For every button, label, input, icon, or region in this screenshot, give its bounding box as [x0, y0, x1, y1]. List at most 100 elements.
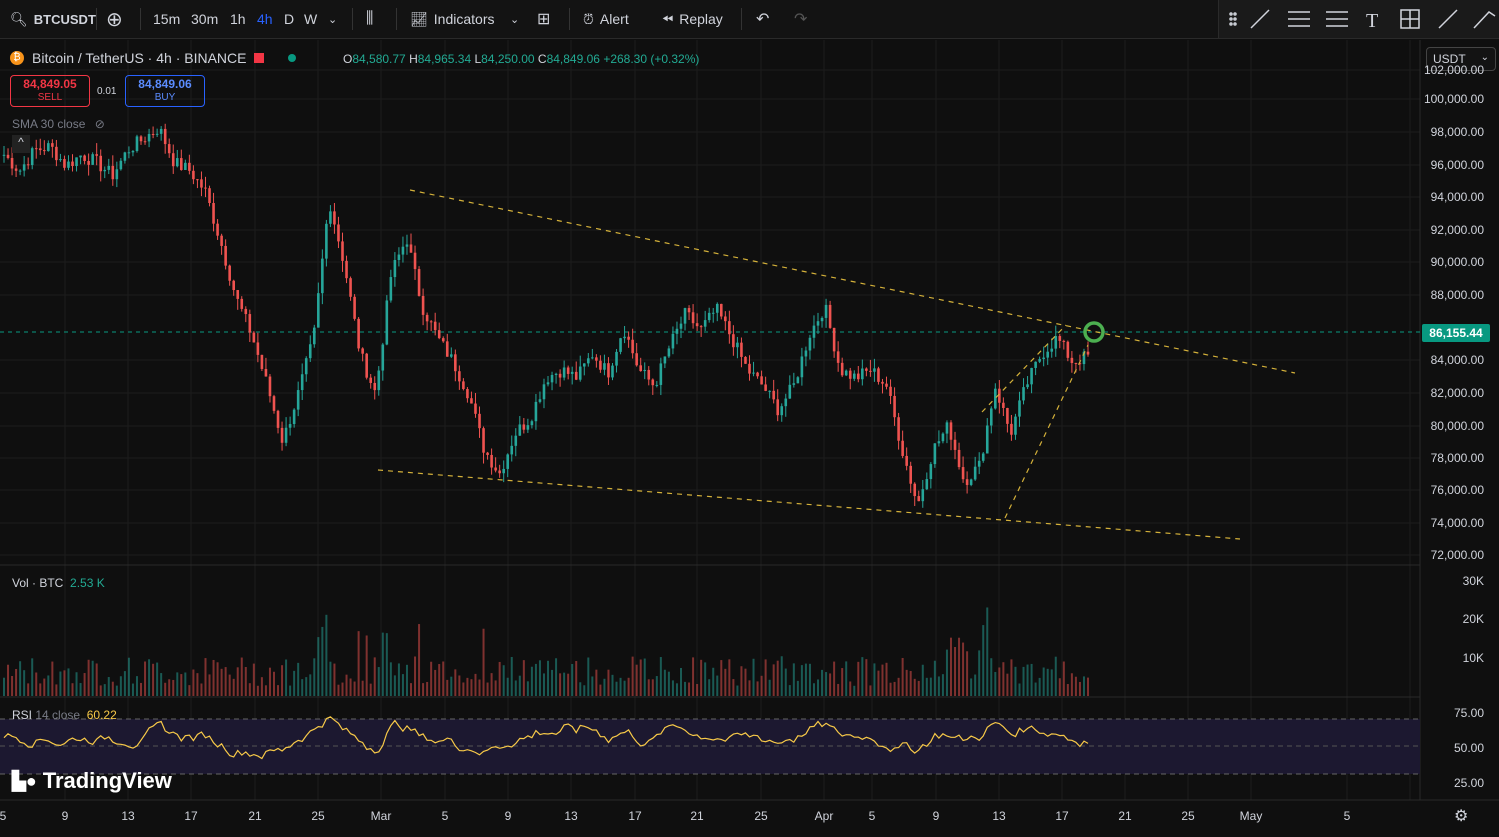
- volume-bar: [305, 677, 308, 696]
- candle-body: [333, 211, 336, 225]
- candle-body: [280, 427, 284, 443]
- volume-bar: [595, 669, 598, 696]
- replay-button[interactable]: ⏪︎ Replay: [662, 0, 723, 38]
- volume-bar: [466, 677, 469, 696]
- timeframe-1h[interactable]: 1h: [230, 11, 246, 27]
- eye-hidden-icon[interactable]: ⊘: [94, 117, 105, 131]
- upper-trendline[interactable]: [409, 189, 1296, 374]
- candle-body: [1066, 341, 1070, 358]
- timeframe-d[interactable]: D: [284, 11, 295, 27]
- chevron-down-icon[interactable]: ⌄: [510, 14, 520, 26]
- lower-trendline[interactable]: [377, 469, 1241, 540]
- volume-bar: [325, 614, 328, 696]
- compare-add-icon[interactable]: ⊕: [106, 8, 123, 31]
- volume-bar: [256, 685, 259, 696]
- drag-handle-icon[interactable]: [1229, 12, 1237, 26]
- candle-body: [925, 479, 929, 490]
- horizontal-lines-icon[interactable]: [1288, 11, 1310, 27]
- time-axis-label: 25: [754, 809, 768, 823]
- timeframe-30m[interactable]: 30m: [191, 11, 219, 27]
- candle-body: [317, 293, 320, 328]
- volume-bar: [994, 671, 997, 696]
- volume-bar: [131, 683, 134, 696]
- currency-select[interactable]: USDT ⌄: [1426, 47, 1496, 71]
- candle-body: [1062, 340, 1066, 342]
- candle-body: [127, 152, 131, 154]
- volume-bar: [659, 657, 662, 696]
- undo-icon[interactable]: ↶: [756, 11, 770, 28]
- candle-body: [175, 158, 179, 167]
- volume-bar: [917, 680, 920, 696]
- settings-gear-icon[interactable]: ⚙: [1454, 808, 1469, 825]
- pitchfork-icon[interactable]: [1326, 11, 1348, 27]
- chevron-down-icon[interactable]: ⌄: [328, 14, 338, 26]
- price-axis-label: 96,000.00: [1430, 158, 1484, 172]
- timeframe-15m[interactable]: 15m: [153, 11, 181, 27]
- volume-bar: [970, 678, 973, 696]
- candle-body: [977, 460, 981, 467]
- candle-body: [425, 314, 429, 322]
- volume-bar: [587, 657, 590, 696]
- sell-price: 84,849.05: [23, 77, 77, 91]
- volume-bar: [373, 657, 376, 696]
- trend-line-icon[interactable]: [1250, 9, 1270, 29]
- volume-bar: [1066, 684, 1069, 696]
- wedge-top-line[interactable]: [981, 324, 1067, 413]
- volume-bar: [929, 677, 932, 696]
- wedge-bottom-line[interactable]: [1004, 344, 1089, 519]
- candle-body: [466, 389, 469, 399]
- sell-button[interactable]: 84,849.05 SELL: [10, 75, 90, 107]
- trendlines[interactable]: [377, 189, 1296, 540]
- sma-indicator-legend[interactable]: SMA 30 close ⊘ ^: [12, 117, 105, 153]
- time-axis-label: 13: [992, 809, 1006, 823]
- candle-body: [155, 133, 159, 135]
- brush-icon[interactable]: [1438, 9, 1458, 29]
- indicators-button[interactable]: 📈︎ Indicators: [410, 0, 494, 38]
- volume-bar: [478, 679, 481, 696]
- timeframe-w[interactable]: W: [304, 11, 318, 27]
- volume-bar: [115, 685, 118, 696]
- pattern-icon[interactable]: [1400, 9, 1420, 29]
- volume-bar: [853, 685, 856, 696]
- candle-body: [284, 427, 288, 443]
- symbol-search[interactable]: 🔍︎ BTCUSDT: [10, 0, 96, 38]
- volume-bar: [285, 659, 288, 696]
- replay-label: Replay: [679, 11, 723, 27]
- candle-body: [79, 155, 82, 158]
- tradingview-logo[interactable]: ▙● TradingView: [12, 768, 172, 793]
- volume-bar: [228, 674, 231, 696]
- candle-body: [619, 338, 622, 352]
- order-quantity[interactable]: 0.01: [97, 86, 117, 97]
- volume-bar: [857, 661, 860, 696]
- collapse-legend-icon[interactable]: ^: [12, 135, 30, 153]
- redo-icon[interactable]: ↷: [794, 11, 808, 28]
- candle-body: [502, 468, 505, 474]
- candle-body: [824, 304, 828, 318]
- last-price-label: 86,155.44: [1422, 324, 1490, 342]
- flag-icon[interactable]: [254, 53, 265, 63]
- candle-body: [296, 390, 300, 410]
- candle-body: [647, 369, 651, 380]
- price-axis-label: 78,000.00: [1430, 451, 1484, 465]
- text-tool-icon[interactable]: T: [1366, 10, 1378, 32]
- measure-icon[interactable]: [1473, 11, 1496, 29]
- alert-button[interactable]: ⏰︎ Alert: [583, 0, 629, 38]
- buy-button[interactable]: 84,849.06 BUY: [125, 75, 205, 107]
- candle-body: [965, 479, 969, 485]
- candle-type-icon[interactable]: ⫼: [366, 10, 374, 27]
- volume-bar: [692, 657, 695, 696]
- volume-bar: [1046, 668, 1049, 696]
- volume-bar: [212, 659, 215, 696]
- candle-body: [578, 366, 582, 380]
- candle-body: [764, 384, 767, 391]
- volume-bar: [547, 660, 550, 696]
- timeframe-4h[interactable]: 4h: [257, 11, 273, 27]
- volume-bar: [780, 656, 783, 696]
- candle-body: [663, 356, 667, 364]
- volume-bar: [264, 685, 267, 696]
- candle-body: [115, 169, 119, 180]
- target-circle[interactable]: [1083, 321, 1105, 343]
- layouts-grid-icon[interactable]: ⊞: [537, 11, 551, 28]
- candle-body: [429, 321, 433, 323]
